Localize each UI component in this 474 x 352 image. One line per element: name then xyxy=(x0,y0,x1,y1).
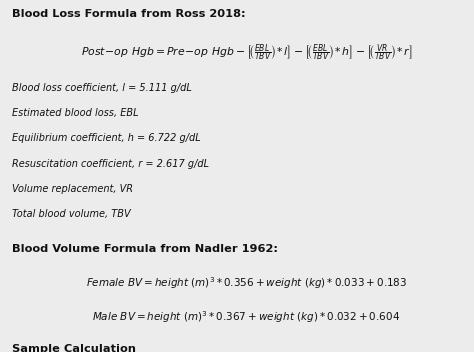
Text: Blood loss coefficient, l = 5.111 g/dL: Blood loss coefficient, l = 5.111 g/dL xyxy=(12,83,191,93)
Text: Resuscitation coefficient, r = 2.617 g/dL: Resuscitation coefficient, r = 2.617 g/d… xyxy=(12,159,209,169)
Text: Equilibrium coefficient, h = 6.722 g/dL: Equilibrium coefficient, h = 6.722 g/dL xyxy=(12,133,201,143)
Text: Sample Calculation: Sample Calculation xyxy=(12,344,136,352)
Text: Estimated blood loss, EBL: Estimated blood loss, EBL xyxy=(12,108,138,118)
Text: Blood Volume Formula from Nadler 1962:: Blood Volume Formula from Nadler 1962: xyxy=(12,244,278,253)
Text: $\mathit{Post\!-\!op\ Hgb} = \mathit{Pre\!-\!op\ Hgb} - \left[\!\left(\frac{EBL}: $\mathit{Post\!-\!op\ Hgb} = \mathit{Pre… xyxy=(81,42,412,64)
Text: $\mathit{Female\ BV} = \mathit{height}\ (m)^3 * 0.356 + \mathit{weight}\ (kg) * : $\mathit{Female\ BV} = \mathit{height}\ … xyxy=(86,275,407,291)
Text: $\mathit{Male\ BV} = \mathit{height}\ (m)^3 * 0.367 + \mathit{weight}\ (kg) * 0.: $\mathit{Male\ BV} = \mathit{height}\ (m… xyxy=(92,309,401,325)
Text: Total blood volume, TBV: Total blood volume, TBV xyxy=(12,209,130,219)
Text: Blood Loss Formula from Ross 2018:: Blood Loss Formula from Ross 2018: xyxy=(12,9,246,19)
Text: Volume replacement, VR: Volume replacement, VR xyxy=(12,184,133,194)
